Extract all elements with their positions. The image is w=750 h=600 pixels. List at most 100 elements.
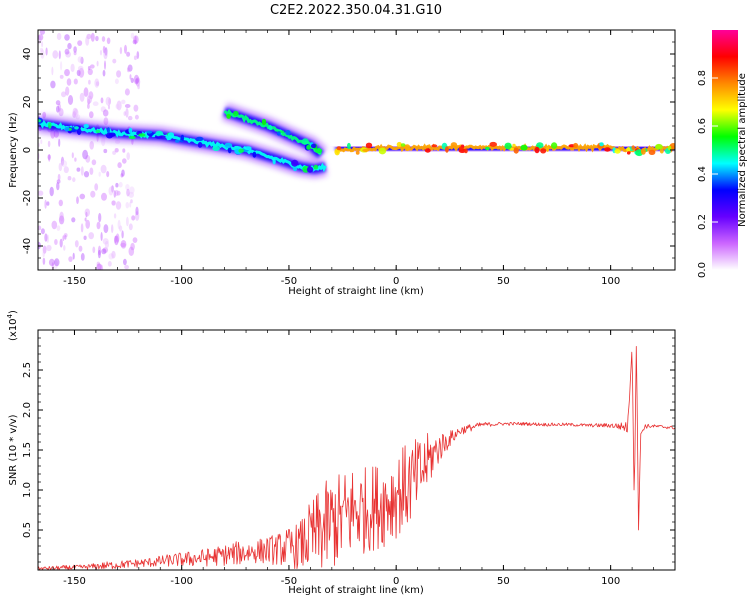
band-hotspot [604, 147, 611, 152]
noise-blob [63, 166, 69, 174]
noise-blob [97, 249, 101, 259]
noise-blob [49, 186, 54, 197]
noise-blob [121, 230, 124, 239]
noise-blob [64, 48, 70, 55]
noise-blob [89, 167, 94, 175]
noise-blob [112, 58, 117, 64]
band-hotspot [291, 159, 299, 167]
band-hotspot [105, 132, 114, 139]
colorbar-ticks: 0.0 0.2 0.4 0.6 0.8 [697, 70, 718, 278]
noise-blob [73, 108, 79, 118]
band-hotspot [38, 119, 42, 123]
noise-blob [64, 69, 70, 77]
snr-ticks: -150 -100 -50 0 50 100 0.5 1.0 1.5 2.0 2.5 [22, 330, 676, 587]
noise-blob [112, 150, 116, 155]
band-hotspot [180, 134, 185, 141]
noise-blob [118, 181, 123, 188]
band-hotspot [626, 151, 631, 155]
noise-blob [56, 225, 61, 232]
noise-blob [103, 49, 108, 60]
noise-blob [101, 248, 107, 255]
noise-blob [96, 221, 101, 230]
noise-blob [89, 141, 94, 150]
noise-blob [79, 92, 85, 102]
noise-blob [120, 240, 127, 249]
band-hotspot [138, 133, 146, 137]
noise-blob [85, 36, 90, 46]
noise-blob [132, 39, 137, 45]
noise-blob [76, 167, 81, 172]
band-hotspot [272, 158, 276, 165]
heatmap-feature-2 [221, 103, 328, 162]
noise-blob [54, 239, 58, 245]
noise-blob [54, 258, 60, 267]
colorbar-label: Normalized spectral amplitude [737, 73, 748, 227]
noise-blob [83, 235, 87, 240]
colorbar-tick-label: 0.2 [697, 214, 708, 230]
band-hotspot [74, 126, 79, 130]
band-hotspot [155, 130, 164, 137]
y-tick-label: 1.5 [22, 442, 33, 458]
noise-blob [105, 96, 112, 106]
x-tick-label: -100 [170, 576, 193, 587]
band-hotspot [226, 113, 231, 119]
x-tick-label: 0 [393, 576, 399, 587]
noise-blob [73, 78, 78, 85]
noise-blob [102, 247, 109, 254]
x-tick-label: 100 [601, 576, 620, 587]
snr-scale-exponent: 4 [6, 313, 14, 318]
noise-blob [116, 100, 122, 111]
noise-blob [40, 139, 43, 144]
noise-blob [108, 104, 110, 110]
y-tick-label: 1.0 [22, 482, 33, 498]
colorbar-tick-label: 0.4 [697, 166, 708, 182]
x-tick-label: -50 [281, 576, 297, 587]
band-hotspot [306, 144, 311, 150]
noise-blob [125, 107, 129, 118]
noise-blob [70, 63, 75, 73]
noise-blob [127, 115, 133, 121]
band-hotspot [513, 147, 519, 154]
noise-blob [92, 101, 99, 106]
band-hotspot [485, 146, 490, 151]
band-hotspot [146, 130, 153, 134]
noise-blob [106, 171, 110, 178]
spectrogram-ticks: -150 -100 -50 0 50 100 -40 -20 0 20 40 [22, 30, 676, 287]
noise-blob [96, 263, 102, 270]
noise-blob [132, 237, 138, 244]
noise-blob [124, 88, 130, 96]
noise-blob [42, 257, 46, 265]
noise-blob [57, 173, 61, 181]
noise-blob [64, 34, 70, 41]
noise-blob [85, 219, 90, 229]
y-tick-label: 20 [22, 96, 33, 109]
noise-blob [120, 242, 126, 248]
noise-blob [100, 164, 107, 174]
noise-blob [46, 234, 49, 243]
band-hotspot [545, 146, 550, 152]
noise-blob [100, 264, 104, 270]
noise-blob [107, 261, 112, 267]
noise-blob [71, 152, 74, 159]
band-hotspot [512, 143, 516, 148]
noise-blob [117, 162, 122, 169]
noise-blob [104, 60, 106, 70]
band-hotspot [276, 131, 281, 136]
noise-blob [122, 148, 126, 153]
noise-blob [68, 256, 73, 262]
band-hotspot [261, 118, 267, 126]
noise-blob [126, 67, 130, 73]
noise-blob [97, 245, 102, 256]
noise-blob [121, 169, 125, 177]
noise-blob [111, 250, 116, 259]
noise-blob [39, 30, 45, 35]
noise-blob [56, 105, 60, 113]
noise-blob [57, 103, 62, 112]
band-hotspot [626, 147, 631, 152]
noise-blob [133, 104, 139, 112]
noise-blob [91, 159, 97, 166]
noise-blob [75, 114, 81, 120]
snr-scale-note: (x104) [6, 310, 19, 341]
noise-blob [133, 55, 137, 61]
band-hotspot [76, 128, 82, 136]
